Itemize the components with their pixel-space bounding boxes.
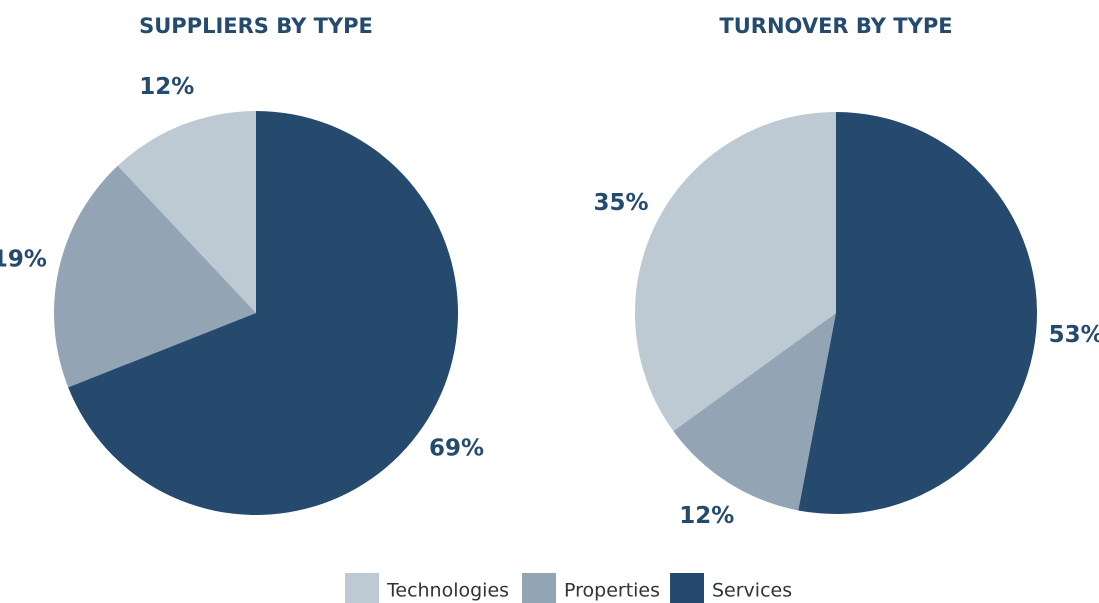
legend-swatch xyxy=(670,573,704,603)
pie-slice xyxy=(635,112,836,432)
legend-label: Technologies xyxy=(386,580,509,602)
value-label: 19% xyxy=(0,247,47,273)
value-label: 12% xyxy=(679,503,734,529)
value-label: 53% xyxy=(1049,322,1099,348)
pie-slice xyxy=(798,112,1037,514)
value-label: 12% xyxy=(139,74,194,100)
pie-slice xyxy=(54,165,257,388)
pie-slice xyxy=(673,313,836,511)
chart-title: SUPPLIERS BY TYPE xyxy=(139,14,373,38)
legend-swatch xyxy=(522,573,556,603)
legend-label: Services xyxy=(712,580,792,602)
legend-swatch xyxy=(345,573,379,603)
value-label: 35% xyxy=(594,190,649,216)
legend-label: Properties xyxy=(564,580,660,602)
value-label: 69% xyxy=(429,436,484,462)
pie-slice xyxy=(68,110,458,515)
chart-title: TURNOVER BY TYPE xyxy=(719,14,952,38)
pie-slice xyxy=(117,111,256,313)
